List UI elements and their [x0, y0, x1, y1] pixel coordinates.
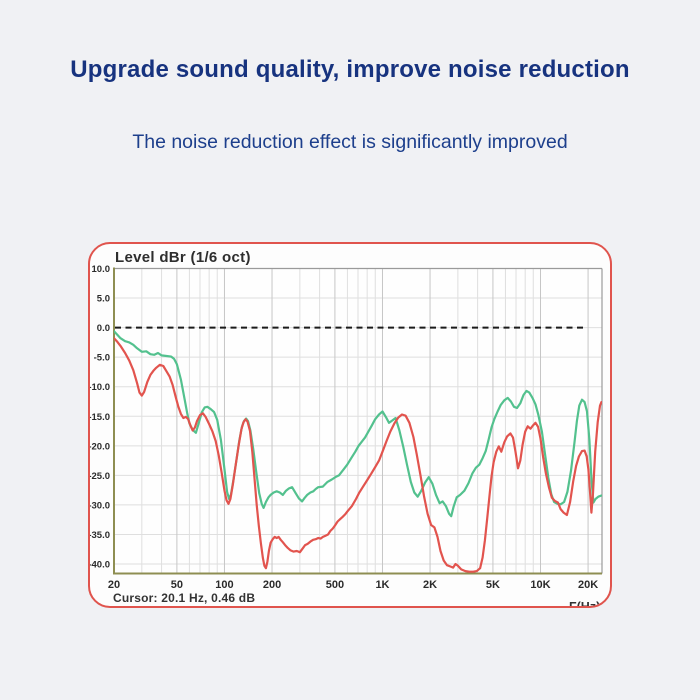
svg-text:5.0: 5.0 — [97, 294, 110, 305]
curve-red — [114, 337, 602, 573]
svg-text:5K: 5K — [486, 579, 500, 591]
svg-text:-20.0: -20.0 — [90, 441, 110, 452]
svg-text:200: 200 — [263, 579, 281, 591]
y-axis-tick-labels: 10.0 5.0 0.0 -5.0 -10.0 -15.0 -20.0 -25.0 -30.0 -… — [90, 264, 110, 571]
svg-text:0.0: 0.0 — [97, 323, 110, 334]
svg-text:20K: 20K — [578, 579, 598, 591]
cursor-readout: Cursor: 20.1 Hz, 0.46 dB — [113, 591, 256, 605]
svg-text:-25.0: -25.0 — [90, 471, 110, 482]
hero-subtitle: The noise reduction effect is significan… — [132, 131, 568, 153]
curve-green — [114, 330, 602, 518]
svg-text:-40.0: -40.0 — [90, 560, 110, 571]
svg-text:-5.0: -5.0 — [94, 353, 110, 364]
svg-text:100: 100 — [215, 579, 233, 591]
svg-text:1K: 1K — [375, 579, 389, 591]
svg-text:2K: 2K — [423, 579, 437, 591]
x-axis-tick-labels: 20 50 100 200 500 1K 2K 5K 10K 20K — [108, 579, 598, 591]
svg-text:10K: 10K — [530, 579, 550, 591]
chart-card: 10.0 5.0 0.0 -5.0 -10.0 -15.0 -20.0 -25.0 -30.0 -… — [88, 242, 612, 608]
frequency-response-plot: 10.0 5.0 0.0 -5.0 -10.0 -15.0 -20.0 -25.0 -30.0 -… — [90, 264, 603, 591]
x-axis-unit-label: F(Hz) — [569, 600, 601, 608]
svg-text:-30.0: -30.0 — [90, 500, 110, 511]
chart-title: Level dBr (1/6 oct) — [115, 249, 251, 266]
svg-text:20: 20 — [108, 579, 120, 591]
svg-text:-35.0: -35.0 — [90, 530, 110, 541]
svg-text:-10.0: -10.0 — [90, 382, 110, 393]
plot-frame — [113, 267, 603, 575]
svg-text:-15.0: -15.0 — [90, 412, 110, 423]
svg-text:500: 500 — [326, 579, 344, 591]
svg-text:50: 50 — [171, 579, 183, 591]
hero-title: Upgrade sound quality, improve noise red… — [70, 56, 630, 83]
curves — [114, 330, 602, 573]
svg-text:10.0: 10.0 — [92, 264, 111, 275]
